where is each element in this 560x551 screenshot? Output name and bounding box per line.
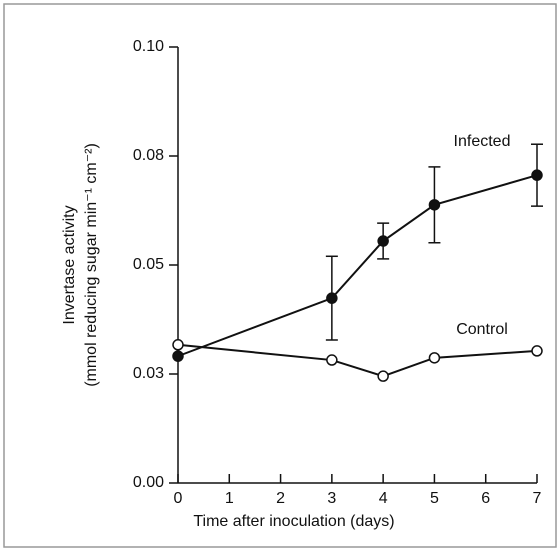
y-tick-label: 0.03 xyxy=(133,365,164,382)
x-tick-label: 7 xyxy=(533,490,542,507)
y-tick-label: 0.00 xyxy=(133,474,164,491)
x-tick-label: 5 xyxy=(430,490,439,507)
series-line xyxy=(177,343,538,378)
data-point xyxy=(428,352,441,364)
data-point xyxy=(377,235,389,247)
series-label: Infected xyxy=(454,133,511,150)
series-label: Control xyxy=(456,321,508,338)
y-tick-label: 0.08 xyxy=(133,147,164,164)
data-point xyxy=(428,199,441,211)
x-tick-label: 0 xyxy=(174,490,183,507)
y-tick-label: 0.05 xyxy=(133,256,164,273)
data-point xyxy=(531,169,543,181)
y-axis-label: Invertase activity xyxy=(61,205,78,324)
x-tick-label: 1 xyxy=(225,490,234,507)
x-tick-label: 6 xyxy=(481,490,490,507)
data-point xyxy=(531,345,543,357)
data-point xyxy=(326,292,338,304)
frame xyxy=(3,3,557,548)
data-point xyxy=(172,350,184,362)
data-point xyxy=(172,339,184,351)
data-point xyxy=(377,370,389,382)
y-tick-label: 0.10 xyxy=(133,38,164,55)
x-tick-label: 3 xyxy=(327,490,336,507)
data-point xyxy=(326,354,338,366)
x-tick-label: 4 xyxy=(379,490,388,507)
x-axis-label: Time after inoculation (days) xyxy=(193,513,394,530)
x-tick-label: 2 xyxy=(276,490,285,507)
y-axis-label: (mmol reducing sugar min⁻¹ cm⁻²) xyxy=(83,143,100,387)
